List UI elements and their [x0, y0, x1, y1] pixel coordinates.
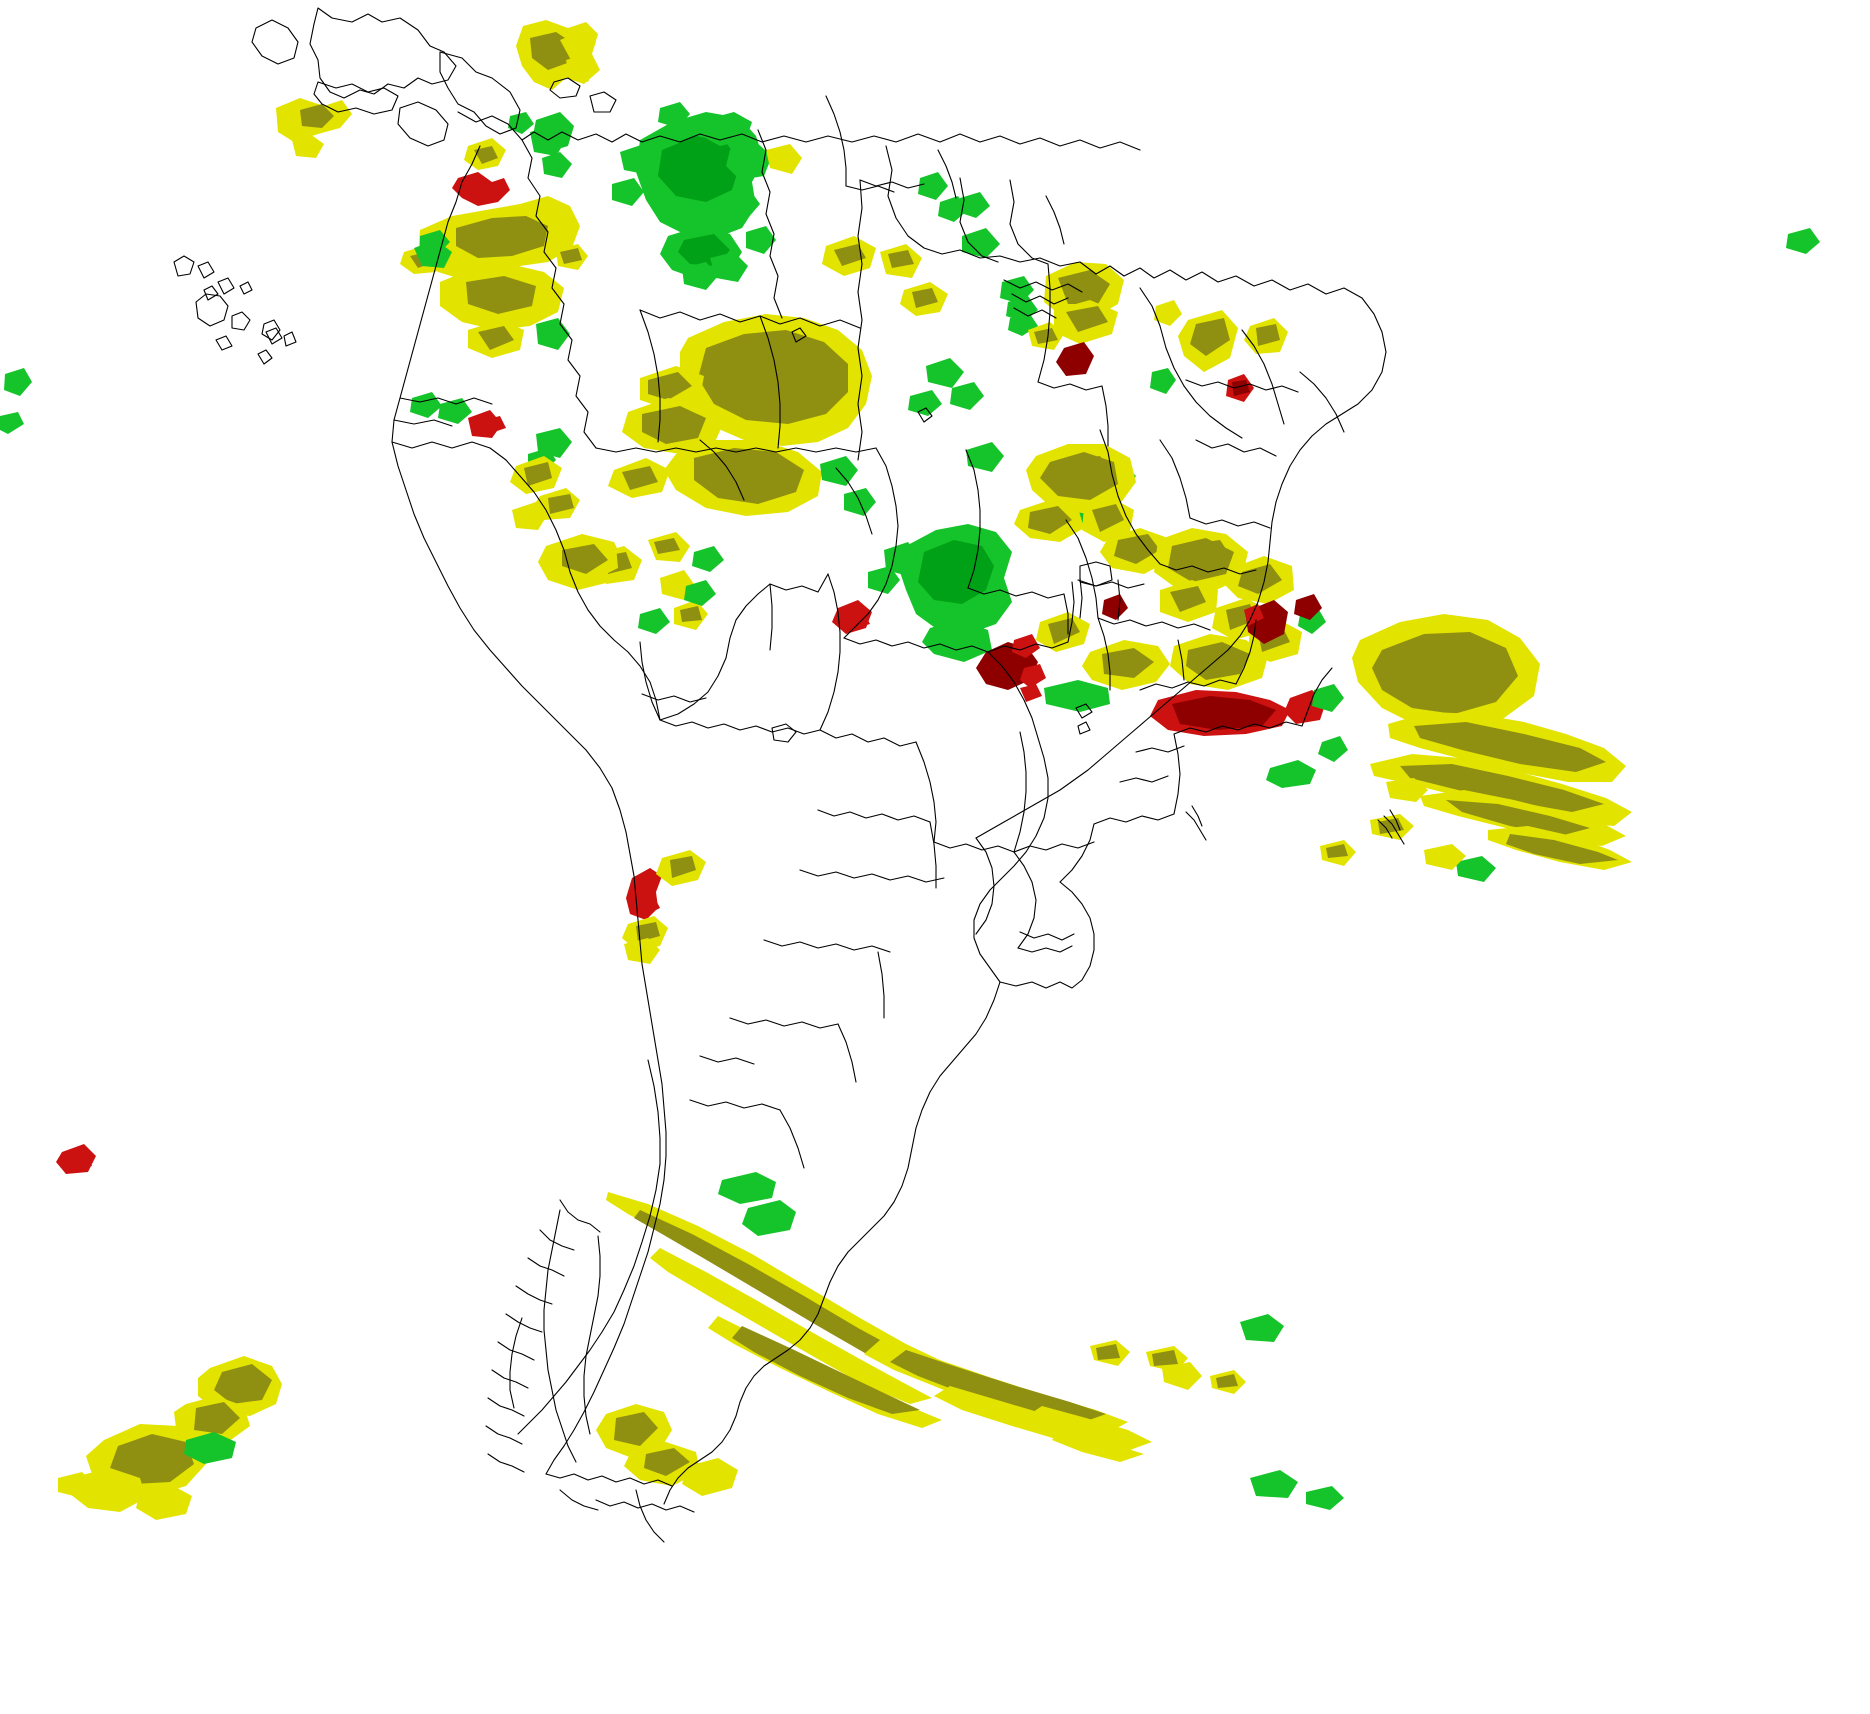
blob-group-east-brazil [1014, 444, 1326, 690]
blob-group-chile [622, 850, 706, 964]
blob-group-southwest-ocean [56, 1144, 282, 1520]
blob-group-northwest [276, 20, 600, 358]
blob-group-patagonia [596, 1172, 1344, 1510]
data-overlay-layer [0, 20, 1820, 1520]
blob-group-amazon-yellow [766, 144, 1288, 402]
blob-group-amazon-green [612, 102, 776, 290]
blob-group-atlantic [1318, 228, 1820, 882]
country-borders-layer [174, 8, 1404, 1542]
